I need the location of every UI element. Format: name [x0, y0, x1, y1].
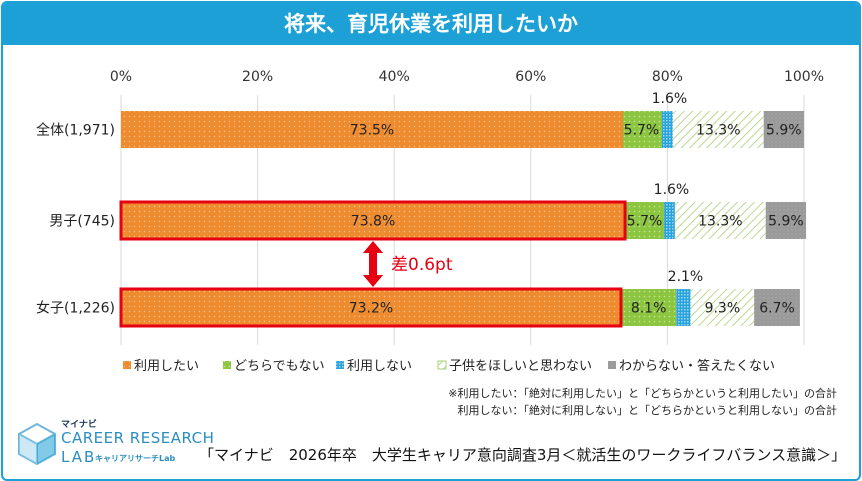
bar-segment [763, 111, 804, 148]
data-label: 73.2% [349, 301, 393, 317]
logo-sub: キャリアリサーチLab [95, 454, 176, 463]
x-tick-label: 60% [515, 69, 546, 85]
bar-segment [690, 289, 755, 326]
data-label: 13.3% [696, 123, 740, 139]
bar-segment [674, 202, 766, 239]
data-label: 2.1% [668, 269, 704, 285]
data-label: 73.8% [351, 214, 395, 230]
category-label: 男子(745) [49, 214, 115, 230]
bar-segment [623, 111, 662, 148]
data-label: 5.9% [768, 214, 804, 230]
bar-segment [672, 111, 764, 148]
difference-arrow [363, 241, 383, 287]
logo-line1: CAREER RESEARCH [61, 429, 215, 447]
data-label: 8.1% [631, 301, 667, 317]
chart-title: 将来、育児休業を利用したいか [3, 3, 859, 45]
category-label: 女子(1,226) [36, 300, 115, 317]
legend-swatch [437, 360, 447, 370]
data-label: 5.7% [627, 214, 663, 230]
data-label: 13.3% [698, 214, 742, 230]
source-citation: 「マイナビ 2026年卒 大学生キャリア意向調査3月＜就活生のワークライフバラン… [199, 446, 847, 464]
legend-label: 子供をほしいと思わない [449, 359, 592, 374]
data-label: 1.6% [652, 91, 688, 107]
data-label: 1.6% [654, 182, 690, 198]
data-label: 9.3% [705, 301, 741, 317]
x-tick-label: 80% [652, 69, 683, 85]
data-label: 5.9% [766, 123, 802, 139]
stacked-bar-chart: 0% 20% 40% 60% 80% 100% 全体(1,971) 73.5% 5.7% 1.6… [36, 69, 824, 374]
cube-logo-icon [18, 422, 56, 466]
logo-line2: LAB [61, 448, 97, 466]
bar-segment [676, 289, 691, 326]
x-tick-label: 40% [379, 69, 410, 85]
logo: マイナビ CAREER RESEARCH LAB キャリアリサーチLab [17, 416, 214, 474]
difference-annotation: 差0.6pt [391, 255, 453, 275]
logo-brand: マイナビ [61, 420, 97, 430]
bar-segment [754, 289, 800, 326]
note-line-1: ※利用したい：「絶対に利用したい」と「どちらかというと利用したい」の合計 [448, 387, 837, 400]
x-tick-label: 0% [110, 69, 132, 85]
highlight-box [119, 200, 627, 241]
legend-swatch [608, 361, 616, 369]
bar-segment [625, 202, 664, 239]
data-label: 5.7% [624, 123, 660, 139]
note-line-2: 利用しない：「絶対に利用しない」と「どちらかというと利用しない」の合計 [457, 404, 838, 417]
highlight-box [119, 287, 623, 328]
legend-label: 利用しない [347, 359, 412, 374]
legend-swatch [336, 361, 344, 369]
data-label: 6.7% [759, 301, 795, 317]
bar-segment [121, 202, 626, 239]
bar-segment [121, 289, 621, 326]
legend-label: わからない・答えたくない [619, 358, 775, 374]
bar-segment [663, 202, 675, 239]
legend-swatch [123, 361, 131, 369]
bar-segment [661, 111, 673, 148]
x-tick-label: 100% [784, 69, 824, 85]
legend-swatch [223, 361, 231, 369]
bar-segment [620, 289, 677, 326]
category-label: 全体(1,971) [36, 122, 115, 139]
bar-segment [121, 111, 624, 148]
x-tick-label: 20% [242, 69, 273, 85]
legend-label: 利用したい [134, 359, 199, 374]
data-label: 73.5% [350, 123, 394, 139]
legend-label: どちらでもない [234, 359, 325, 374]
bar-segment [765, 202, 807, 239]
